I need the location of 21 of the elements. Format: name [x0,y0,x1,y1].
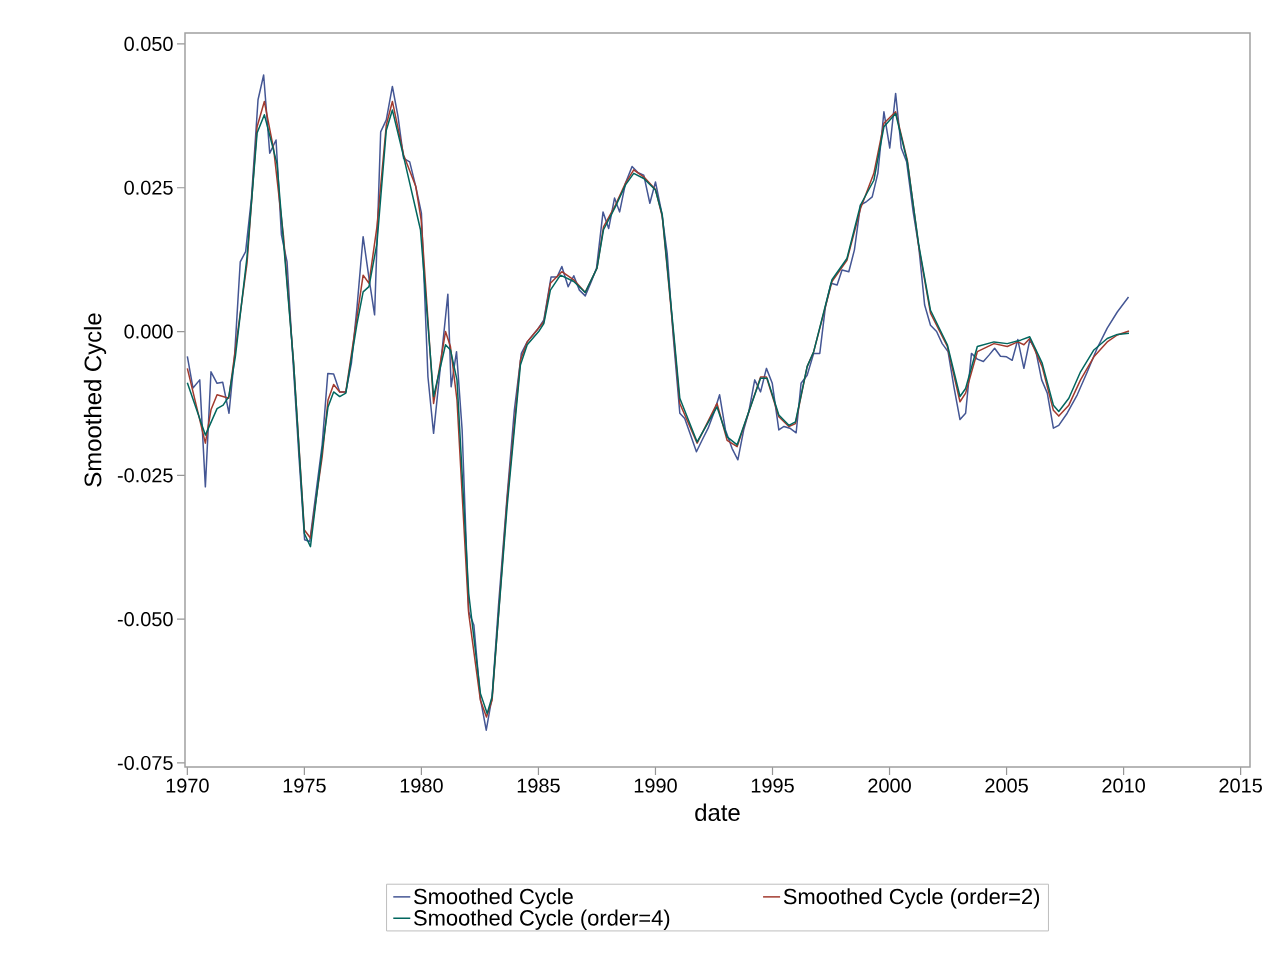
x-tick-label: 1990 [634,778,677,793]
legend-label: Smoothed Cycle [414,888,573,909]
legend-label: Smoothed Cycle (order=4) [414,909,670,930]
y-tick-label: -0.075 [117,755,173,771]
x-tick-label: 1975 [283,778,326,793]
x-tick-label: 2005 [985,778,1028,793]
y-tick-label: 0.025 [124,180,173,195]
y-tick-label: 0.050 [124,36,173,51]
y-tick-label: -0.025 [117,468,173,483]
y-tick-label: -0.050 [117,612,173,627]
x-tick-label: 2015 [1219,778,1262,793]
legend-label: Smoothed Cycle (order=2) [783,888,1040,909]
y-tick-label: 0.000 [124,324,173,339]
x-tick-label: 1985 [517,778,560,793]
x-axis-title: date [695,803,740,822]
x-tick-label: 1980 [400,778,443,793]
x-tick-label: 1970 [166,778,209,793]
y-axis-title: Smoothed Cycle [83,313,107,487]
x-tick-label: 2010 [1102,778,1145,793]
x-tick-label: 1995 [751,778,794,793]
x-tick-label: 2000 [868,778,911,793]
